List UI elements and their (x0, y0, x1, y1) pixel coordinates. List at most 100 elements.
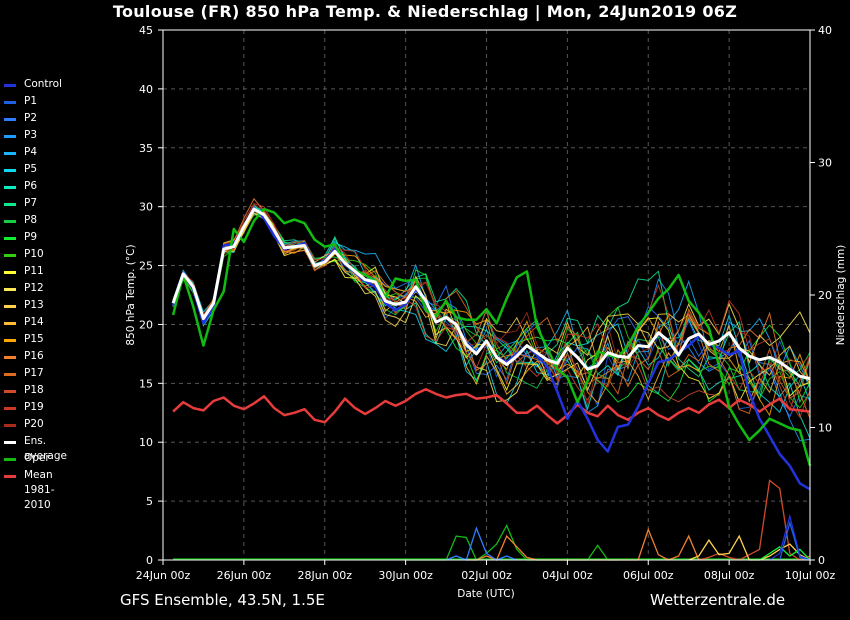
y-tick-label: 40 (139, 83, 153, 96)
x-tick-label: 30Jun 00z (378, 569, 433, 582)
legend-swatch (4, 101, 16, 104)
member-line-p15 (172, 208, 811, 417)
legend-label: P4 (24, 146, 38, 158)
legend-swatch (4, 169, 16, 172)
legend-swatch (4, 322, 16, 325)
y-tick-label: 45 (139, 24, 153, 37)
legend-swatch (4, 305, 16, 308)
legend-swatch (4, 356, 16, 359)
legend-swatch (4, 475, 16, 478)
legend-label: P20 (24, 418, 44, 430)
legend-swatch (4, 152, 16, 155)
legend-label: P12 (24, 282, 44, 294)
legend-label: P7 (24, 197, 38, 209)
y-axis-right-label: Niederschlag (mm) (835, 245, 847, 346)
legend-label: Mean 1981-2010 (24, 469, 55, 511)
y-right-tick-label: 30 (818, 157, 832, 170)
legend-label: P6 (24, 180, 38, 192)
member-lines (172, 197, 811, 442)
legend-swatch (4, 203, 16, 206)
precip-line-control (769, 513, 811, 561)
legend-swatch (4, 373, 16, 376)
legend-swatch (4, 271, 16, 274)
legend-label: Oper (24, 452, 50, 464)
legend-label: P11 (24, 265, 44, 277)
legend-label: P17 (24, 367, 44, 379)
y-tick-label: 10 (139, 436, 153, 449)
member-line-p7 (172, 204, 811, 402)
member-line-p14 (172, 212, 811, 403)
y-right-tick-label: 10 (818, 422, 832, 435)
precip-line-p1 (779, 520, 811, 561)
y-tick-label: 5 (146, 495, 153, 508)
precip-line-oper (405, 524, 618, 561)
legend-label: P13 (24, 299, 44, 311)
x-axis-label: Date (UTC) (457, 588, 514, 600)
precipitation-lines (173, 479, 811, 561)
legend-swatch (4, 135, 16, 138)
legend-label: P1 (24, 95, 38, 107)
x-tick-label: 02Jul 00z (461, 569, 512, 582)
series-line-ens-average (171, 207, 811, 381)
legend-label: P16 (24, 350, 44, 362)
legend-label: P19 (24, 401, 44, 413)
x-tick-label: 08Jul 00z (704, 569, 755, 582)
legend-label: P9 (24, 231, 38, 243)
legend-label: Control (24, 78, 62, 90)
legend-label: P5 (24, 163, 38, 175)
y-tick-label: 0 (146, 554, 153, 567)
model-info: GFS Ensemble, 43.5N, 1.5E (120, 591, 325, 609)
x-tick-label: 26Jun 00z (217, 569, 272, 582)
chart-grid (163, 30, 810, 560)
legend-label: Ens. average (24, 435, 67, 462)
y-tick-label: 35 (139, 142, 153, 155)
member-line-p9 (172, 209, 811, 404)
chart-axes: 0 5 10 15 20 25 30 35 40 45 0 10 20 30 40 24Jun 00z 26Ju… (136, 24, 836, 582)
x-tick-label: 28Jun 00z (298, 569, 353, 582)
x-tick-label: 24Jun 00z (136, 569, 191, 582)
member-line-p18 (172, 208, 811, 412)
member-line-p12 (172, 212, 811, 403)
x-tick-label: 06Jul 00z (623, 569, 674, 582)
legend-swatch (4, 220, 16, 223)
legend-swatch (4, 237, 16, 240)
series-line-mean-1981-2010 (172, 387, 811, 425)
legend-label: P14 (24, 316, 44, 328)
precip-line-p9 (759, 545, 811, 561)
legend-label: P3 (24, 129, 38, 141)
legend-label: P15 (24, 333, 44, 345)
precip-line-p16 (466, 527, 700, 561)
y-right-tick-label: 40 (818, 24, 832, 37)
legend-swatch (4, 254, 16, 257)
legend-label: P2 (24, 112, 38, 124)
chart-title: Toulouse (FR) 850 hPa Temp. & Niederschl… (112, 2, 738, 21)
legend-swatch (4, 186, 16, 189)
y-right-tick-label: 20 (818, 289, 832, 302)
legend-swatch (4, 339, 16, 342)
legend-swatch (4, 441, 16, 444)
precip-line-p13 (688, 534, 811, 561)
legend-swatch (4, 390, 16, 393)
legend-label: P8 (24, 214, 38, 226)
legend-swatch (4, 288, 16, 291)
precip-line-p2 (445, 526, 518, 561)
y-axis-label: 850 hPa Temp. (°C) (125, 244, 137, 345)
y-right-tick-label: 0 (818, 554, 825, 567)
y-tick-label: 15 (139, 377, 153, 390)
site-credit: Wetterzentrale.de (650, 591, 786, 609)
member-line-p20 (172, 203, 811, 407)
y-tick-label: 30 (139, 201, 153, 214)
series-line-oper (171, 207, 812, 467)
main-lines (171, 206, 812, 491)
legend-swatch (4, 458, 16, 461)
x-tick-label: 10Jul 00z (785, 569, 836, 582)
member-line-p11 (172, 209, 811, 404)
legend-swatch (4, 84, 16, 87)
legend-label: P10 (24, 248, 44, 260)
y-tick-label: 25 (139, 260, 153, 273)
legend-label: P18 (24, 384, 44, 396)
legend-swatch (4, 424, 16, 427)
legend-swatch (4, 118, 16, 121)
member-line-p5 (172, 207, 811, 414)
